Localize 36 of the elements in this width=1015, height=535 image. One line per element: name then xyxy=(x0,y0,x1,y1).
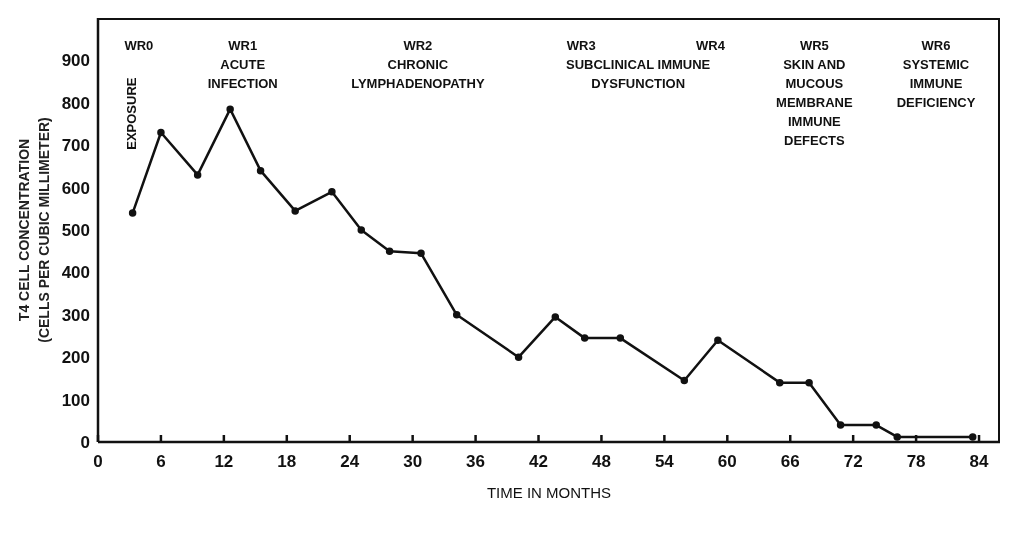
x-tick-label: 12 xyxy=(214,452,234,472)
annotation: WR5 SKIN AND MUCOUS MEMBRANE IMMUNE DEFECTS xyxy=(776,37,853,150)
y-tick-label: 100 xyxy=(61,390,90,410)
annotation: WR4 xyxy=(696,37,725,55)
x-tick-label: 72 xyxy=(843,452,863,472)
y-tick-label: 300 xyxy=(61,305,90,325)
y-tick-label: 600 xyxy=(61,178,90,198)
x-tick-label: 18 xyxy=(277,452,297,472)
x-axis-title: TIME IN MONTHS xyxy=(486,484,612,501)
x-tick-label: 0 xyxy=(93,452,103,472)
y-tick-label: 800 xyxy=(61,93,90,113)
annotation: WR1 ACUTE INFECTION xyxy=(207,37,278,93)
x-tick-label: 48 xyxy=(591,452,611,472)
x-tick-label: 30 xyxy=(403,452,423,472)
x-tick-label: 60 xyxy=(717,452,737,472)
y-tick-label: 900 xyxy=(61,51,90,71)
x-tick-label: 66 xyxy=(780,452,800,472)
x-tick-label: 24 xyxy=(340,452,360,472)
x-tick-label: 36 xyxy=(466,452,486,472)
annotation: WR6 SYSTEMIC IMMUNE DEFICIENCY xyxy=(896,37,976,112)
y-tick-label: 700 xyxy=(61,136,90,156)
y-tick-label: 200 xyxy=(61,348,90,368)
y-tick-label: 400 xyxy=(61,263,90,283)
annotation: WR3 xyxy=(566,37,596,55)
annotation: EXPOSURE xyxy=(122,77,139,150)
x-tick-label: 84 xyxy=(969,452,990,472)
x-tick-label: 54 xyxy=(654,452,675,472)
y-axis-title: T4 CELL CONCENTRATION (CELLS PER CUBIC MILLIMETER) xyxy=(15,117,53,343)
x-tick-label: 6 xyxy=(156,452,166,472)
x-tick-label: 78 xyxy=(906,452,926,472)
y-tick-label: 500 xyxy=(61,221,90,241)
annotation: SUBCLINICAL IMMUNE DYSFUNCTION xyxy=(566,56,711,93)
y-tick-label: 0 xyxy=(80,433,90,453)
x-tick-label: 42 xyxy=(529,452,548,472)
annotation: WR2 CHRONIC LYMPHADENOPATHY xyxy=(351,37,485,93)
annotation: WR0 xyxy=(124,37,154,55)
